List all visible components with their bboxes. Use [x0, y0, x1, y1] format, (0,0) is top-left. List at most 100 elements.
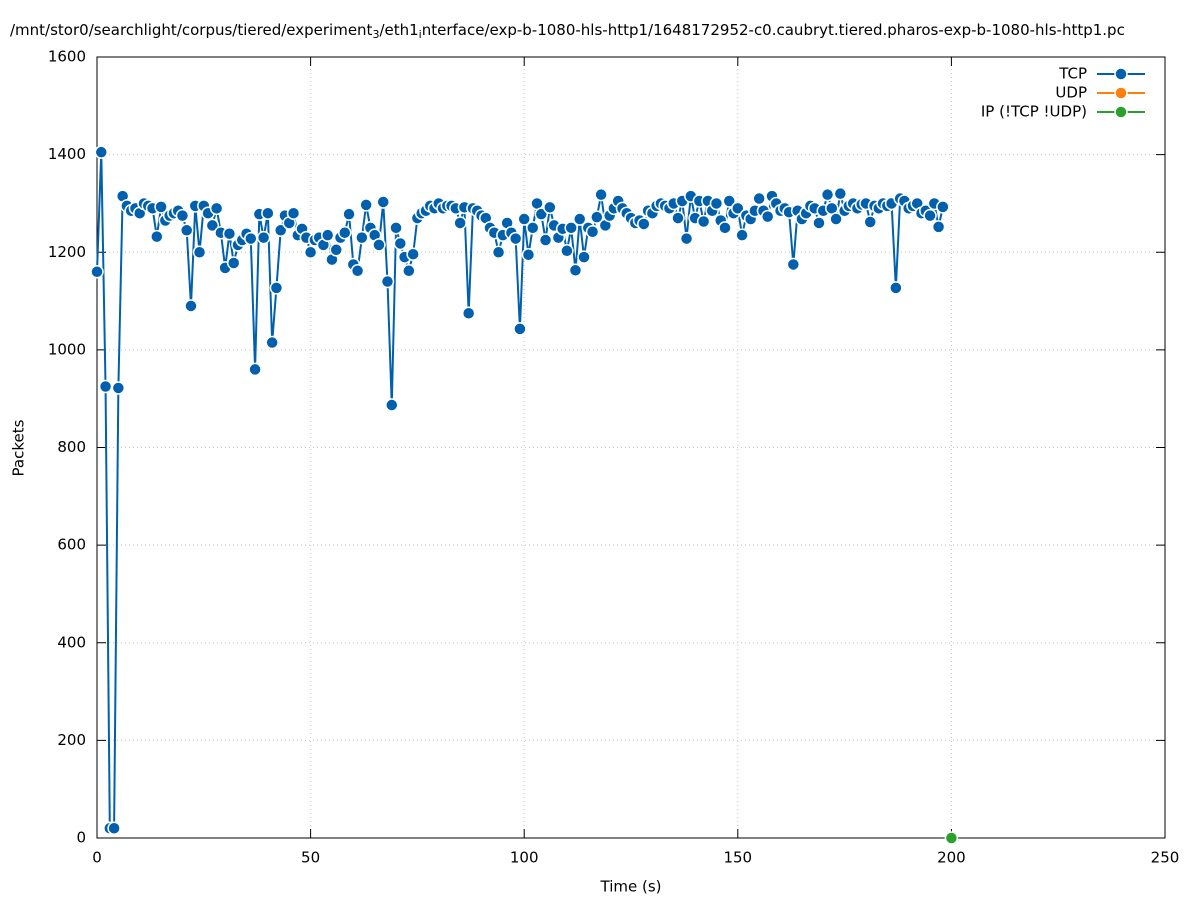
data-point — [521, 247, 536, 262]
data-point — [543, 200, 557, 215]
data-point — [889, 281, 903, 295]
data-point — [94, 145, 109, 159]
x-tick-label: 200 — [937, 849, 966, 867]
data-point — [718, 221, 732, 235]
data-point — [350, 264, 365, 278]
data-point — [192, 245, 207, 259]
legend-marker — [1114, 86, 1128, 100]
data-point — [731, 201, 745, 216]
data-point — [376, 195, 390, 209]
data-point — [273, 223, 288, 238]
data-point — [577, 250, 591, 264]
data-point — [359, 198, 373, 212]
data-point — [320, 228, 335, 242]
data-point — [261, 206, 275, 220]
data-point — [98, 379, 113, 394]
x-axis-label: Time (s) — [600, 878, 662, 896]
data-point — [461, 306, 476, 321]
data-point — [812, 216, 826, 230]
x-tick-label: 0 — [92, 849, 102, 867]
data-point — [380, 274, 395, 289]
title-segment: /mnt/stor0/searchlight/corpus/tiered/exp… — [10, 21, 373, 39]
y-tick-label: 1000 — [48, 340, 86, 358]
legend-label: UDP — [1055, 84, 1087, 102]
y-tick-label: 1600 — [48, 48, 86, 66]
title-segment: nterface/exp-b-1080-hls-http1/1648172952… — [422, 21, 1125, 39]
data-point — [222, 226, 237, 241]
data-point — [179, 223, 194, 238]
data-point — [590, 210, 604, 224]
chart-title: /mnt/stor0/searchlight/corpus/tiered/exp… — [10, 21, 1125, 42]
data-point — [107, 821, 121, 835]
y-tick-label: 0 — [76, 829, 86, 847]
data-point — [491, 245, 506, 259]
data-point — [564, 221, 578, 235]
title-subscript: 3 — [372, 28, 379, 41]
data-point — [338, 225, 352, 240]
data-point — [760, 209, 775, 224]
data-point — [923, 208, 937, 223]
y-tick-label: 200 — [57, 731, 86, 749]
y-tick-label: 600 — [57, 536, 86, 554]
data-point — [696, 214, 711, 229]
x-tick-label: 100 — [510, 849, 539, 867]
y-tick-label: 1200 — [48, 243, 86, 261]
data-point — [286, 206, 301, 220]
data-point — [453, 216, 467, 230]
data-point — [833, 186, 848, 201]
data-point — [329, 243, 343, 257]
legend-label: TCP — [1058, 65, 1087, 83]
data-point — [209, 201, 224, 216]
data-point — [560, 244, 574, 258]
data-point — [709, 196, 724, 211]
data-point — [752, 191, 766, 206]
x-tick-label: 50 — [301, 849, 320, 867]
data-point — [722, 194, 737, 208]
data-point — [355, 230, 369, 245]
legend-marker — [1114, 105, 1128, 119]
data-point — [402, 264, 416, 278]
data-point — [637, 217, 651, 231]
y-tick-label: 800 — [57, 438, 86, 456]
data-point — [385, 398, 399, 412]
data-point — [175, 208, 190, 223]
y-axis-label: Packets — [10, 419, 28, 476]
data-point — [393, 236, 408, 251]
data-point — [342, 207, 356, 221]
data-point — [256, 230, 271, 245]
data-point — [303, 245, 318, 259]
data-point — [679, 231, 694, 246]
data-point — [90, 265, 104, 279]
data-point — [154, 200, 168, 214]
x-tick-label: 150 — [723, 849, 752, 867]
title-subscript: i — [419, 28, 422, 41]
data-point — [671, 211, 685, 225]
data-point — [517, 212, 531, 226]
data-point — [572, 212, 587, 226]
data-point — [931, 220, 946, 234]
data-point — [525, 221, 540, 235]
data-point — [111, 381, 126, 395]
x-tick-label: 250 — [1151, 849, 1180, 867]
data-point — [594, 187, 608, 202]
data-point — [829, 212, 843, 226]
data-point — [568, 263, 583, 278]
data-point — [184, 299, 198, 313]
data-point — [735, 228, 749, 242]
legend-marker — [1114, 67, 1128, 81]
data-point — [150, 229, 164, 244]
data-point — [372, 238, 386, 252]
data-point — [226, 256, 241, 270]
data-point — [863, 215, 877, 229]
data-point — [205, 218, 220, 233]
data-point — [248, 362, 262, 377]
data-point — [389, 221, 403, 235]
data-point — [508, 231, 523, 246]
y-tick-label: 1400 — [48, 145, 86, 163]
data-point — [244, 231, 258, 246]
data-point — [269, 281, 284, 295]
plot-border — [96, 56, 1166, 839]
